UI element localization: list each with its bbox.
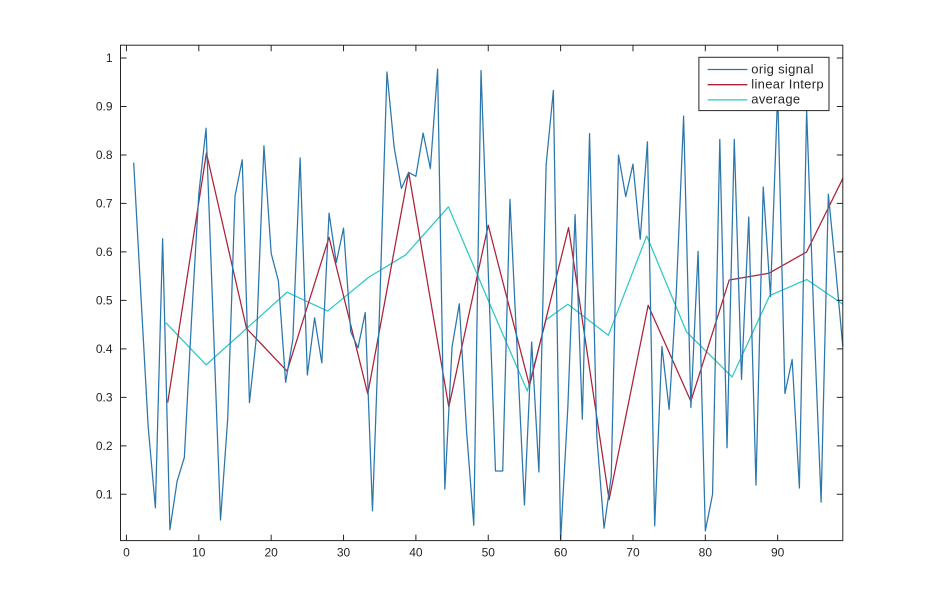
- svg-text:orig signal: orig signal: [751, 61, 814, 76]
- svg-text:20: 20: [264, 546, 278, 560]
- svg-text:30: 30: [337, 546, 351, 560]
- svg-text:0.2: 0.2: [96, 439, 113, 453]
- svg-text:linear Interp: linear Interp: [751, 77, 824, 92]
- svg-text:0.7: 0.7: [96, 197, 113, 211]
- svg-text:50: 50: [482, 546, 496, 560]
- svg-text:0.9: 0.9: [96, 100, 113, 114]
- svg-text:0.8: 0.8: [96, 148, 113, 162]
- svg-text:0.1: 0.1: [96, 488, 113, 502]
- svg-text:70: 70: [626, 546, 640, 560]
- svg-text:60: 60: [554, 546, 568, 560]
- svg-text:0.6: 0.6: [96, 245, 113, 259]
- svg-text:10: 10: [192, 546, 206, 560]
- svg-text:0: 0: [123, 546, 130, 560]
- svg-text:average: average: [751, 92, 800, 107]
- svg-text:90: 90: [771, 546, 785, 560]
- svg-text:0.4: 0.4: [96, 342, 113, 356]
- svg-text:0.3: 0.3: [96, 391, 113, 405]
- svg-text:80: 80: [699, 546, 713, 560]
- svg-text:0.5: 0.5: [96, 294, 113, 308]
- svg-text:40: 40: [409, 546, 423, 560]
- svg-text:1: 1: [106, 51, 113, 65]
